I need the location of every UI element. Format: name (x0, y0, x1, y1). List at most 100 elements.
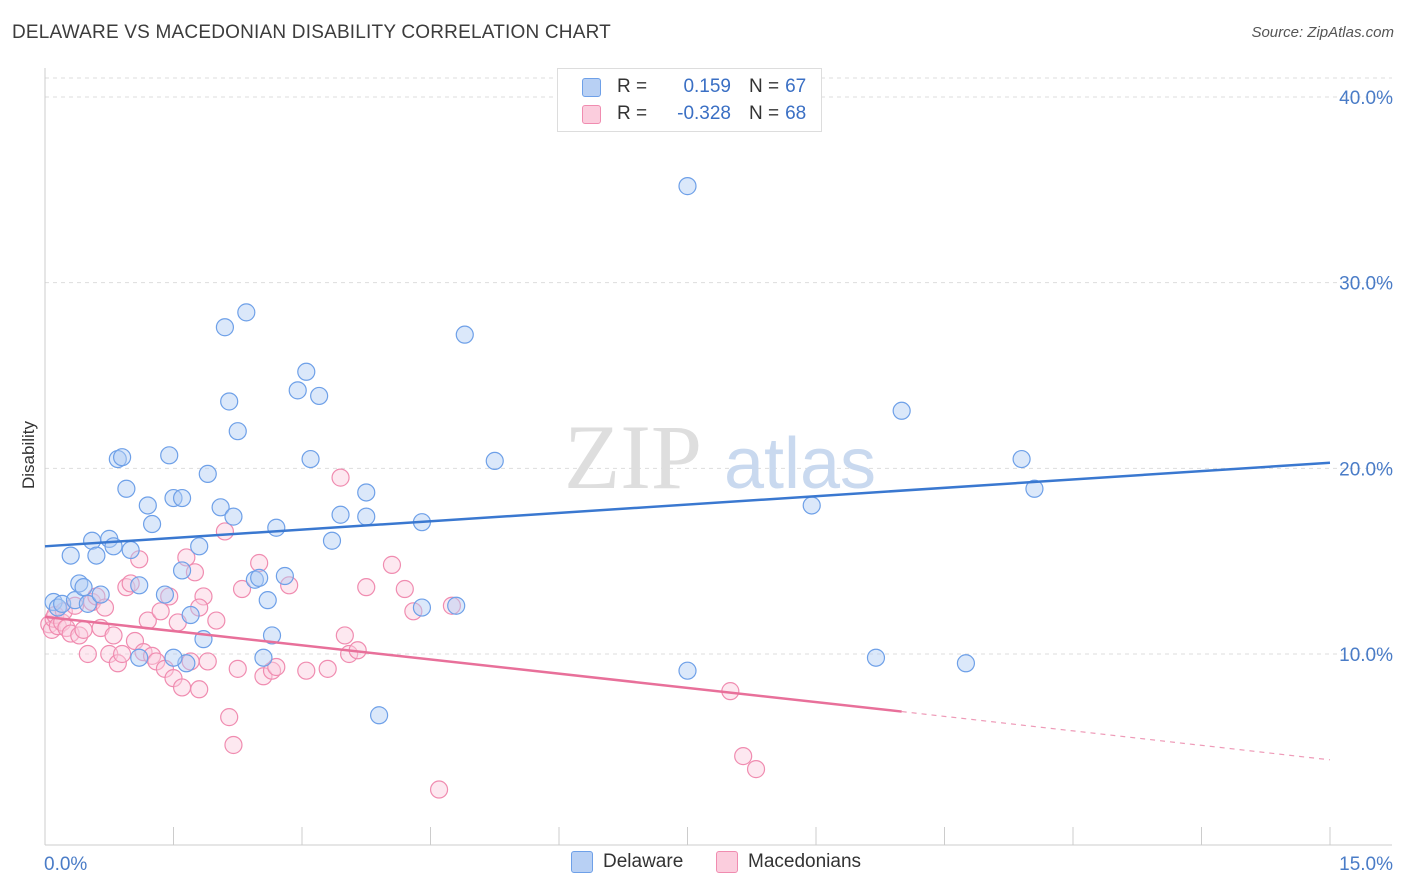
y-tick-label: 20.0% (1339, 459, 1393, 480)
macedonians-point (198, 652, 217, 671)
delaware-point (370, 706, 389, 725)
delaware-point (172, 561, 192, 580)
macedonians-point (112, 644, 132, 664)
series-legend: Delaware Macedonians (0, 851, 1406, 877)
macedonians-point (74, 620, 93, 639)
delaware-point (155, 585, 175, 604)
macedonians-point (250, 553, 269, 573)
macedonians-point (335, 626, 354, 645)
delaware-point (678, 661, 697, 680)
delaware-point (866, 648, 886, 667)
delaware-point (678, 177, 697, 196)
n-value: 67 (785, 76, 807, 97)
macedonians-point (104, 626, 123, 645)
legend-item-macedonians[interactable]: Macedonians (716, 851, 861, 873)
x-tick-label-min: 0.0% (44, 854, 87, 875)
macedonians-point (78, 644, 97, 664)
watermark: ZIP atlas (564, 406, 876, 508)
delaware-point (211, 498, 230, 517)
macedonians-point (194, 587, 213, 606)
delaware-point (310, 386, 329, 406)
macedonians-point (442, 596, 462, 615)
axes (44, 68, 1392, 846)
delaware-point (87, 546, 106, 565)
delaware-point (61, 546, 80, 565)
trend-lines (44, 461, 1331, 761)
delaware-point (1025, 479, 1044, 498)
delaware-point (322, 531, 342, 550)
delaware-point (190, 537, 209, 556)
macedonians-point (357, 578, 376, 597)
macedonians-point (228, 659, 247, 678)
macedonians-point (108, 654, 127, 673)
delaware-point (130, 576, 149, 595)
macedonians-point (297, 661, 316, 680)
delaware-point (160, 446, 179, 465)
y-tick-label: 10.0% (1339, 645, 1393, 666)
delaware-point (224, 507, 243, 526)
legend-item-delaware[interactable]: Delaware (571, 851, 683, 873)
delaware-point (357, 507, 376, 526)
delaware-point (138, 496, 157, 515)
delaware-point (802, 496, 821, 515)
y-axis-label: Disability (19, 420, 38, 489)
macedonians-point (318, 659, 337, 678)
grid-lines (45, 77, 1392, 655)
macedonians-point (151, 602, 170, 621)
n-label: N = (749, 103, 780, 124)
delaware-point (220, 392, 239, 411)
macedonians-swatch (582, 104, 601, 124)
delaware-point (142, 514, 162, 534)
delaware-point (215, 318, 234, 337)
n-value: 68 (785, 103, 807, 124)
delaware-point (237, 303, 256, 322)
delaware-point (74, 578, 93, 597)
delaware-point (78, 594, 97, 613)
legend-label-delaware: Delaware (603, 851, 684, 872)
delaware-point (164, 648, 183, 667)
delaware-point (956, 654, 976, 673)
delaware-point (172, 488, 192, 508)
y-tick-label: 30.0% (1339, 274, 1393, 295)
legend-label-macedonians: Macedonians (748, 851, 862, 872)
delaware-point (91, 585, 110, 604)
r-label: R = (617, 103, 648, 124)
macedonians-point (267, 657, 286, 677)
watermark-zip: ZIP (564, 406, 702, 508)
macedonians-point (734, 747, 753, 766)
macedonians-legend-swatch (716, 851, 738, 873)
macedonians-point (331, 468, 350, 487)
macedonians-point (429, 780, 449, 799)
delaware-legend-swatch (571, 851, 593, 873)
legend-row-delaware: R = 0.159 N = 67 (582, 74, 806, 100)
macedonians-trend-extension (901, 710, 1331, 761)
macedonians-point (232, 579, 252, 599)
stats-legend: R = 0.159 N = 67 R = -0.328 N = 68 (557, 68, 822, 132)
delaware-point (228, 422, 247, 441)
delaware-point (258, 591, 277, 610)
delaware-point (485, 451, 504, 471)
delaware-point (112, 448, 132, 467)
macedonians-point (382, 555, 402, 574)
delaware-point (250, 568, 269, 587)
n-label: N = (749, 76, 780, 97)
delaware-point (198, 464, 217, 484)
macedonians-point (280, 576, 299, 595)
delaware-point (254, 648, 273, 667)
macedonians-point (172, 678, 192, 697)
macedonians-point (224, 735, 243, 755)
macedonians-point (220, 708, 239, 727)
macedonians-point (190, 680, 209, 699)
delaware-point (267, 518, 286, 537)
delaware-point (331, 505, 350, 524)
delaware-point (357, 483, 376, 502)
chart-source: Source: ZipAtlas.com (1251, 24, 1394, 41)
delaware-point (117, 479, 136, 498)
delaware-point (1012, 449, 1031, 469)
macedonians-point (746, 760, 766, 779)
delaware-point (412, 598, 432, 617)
legend-row-macedonians: R = -0.328 N = 68 (582, 101, 806, 127)
delaware-points (44, 177, 1044, 725)
delaware-point (181, 605, 200, 625)
